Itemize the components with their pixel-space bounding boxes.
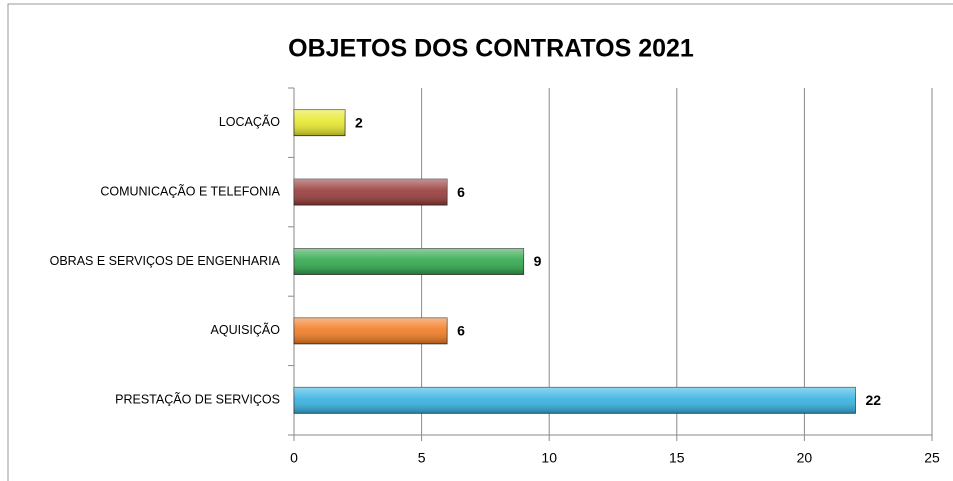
chart-frame: [7, 3, 953, 481]
y-tick-label: COMUNICAÇÃO E TELEFONIA: [100, 184, 280, 198]
value-label: 6: [457, 323, 465, 339]
value-label: 6: [457, 184, 465, 200]
x-tick-label: 25: [924, 450, 940, 466]
y-tick-label: LOCAÇÃO: [219, 115, 280, 129]
x-tick-label: 15: [669, 450, 685, 466]
bar-shine: [294, 179, 448, 206]
bar-shine: [294, 109, 346, 136]
value-label: 2: [355, 114, 363, 130]
bar-shine: [294, 387, 856, 414]
value-label: 22: [865, 392, 881, 408]
x-tick-label: 5: [418, 450, 426, 466]
x-tick-label: 10: [541, 450, 557, 466]
y-tick-label: PRESTAÇÃO DE SERVIÇOS: [115, 393, 280, 407]
x-tick-label: 0: [290, 450, 298, 466]
value-label: 9: [534, 253, 542, 269]
bar-shine: [294, 317, 448, 344]
y-tick-label: AQUISIÇÃO: [211, 323, 281, 337]
x-tick-label: 20: [797, 450, 813, 466]
bar-shine: [294, 248, 524, 275]
chart-title: OBJETOS DOS CONTRATOS 2021: [288, 35, 694, 63]
y-tick-label: OBRAS E SERVIÇOS DE ENGENHARIA: [50, 254, 281, 268]
